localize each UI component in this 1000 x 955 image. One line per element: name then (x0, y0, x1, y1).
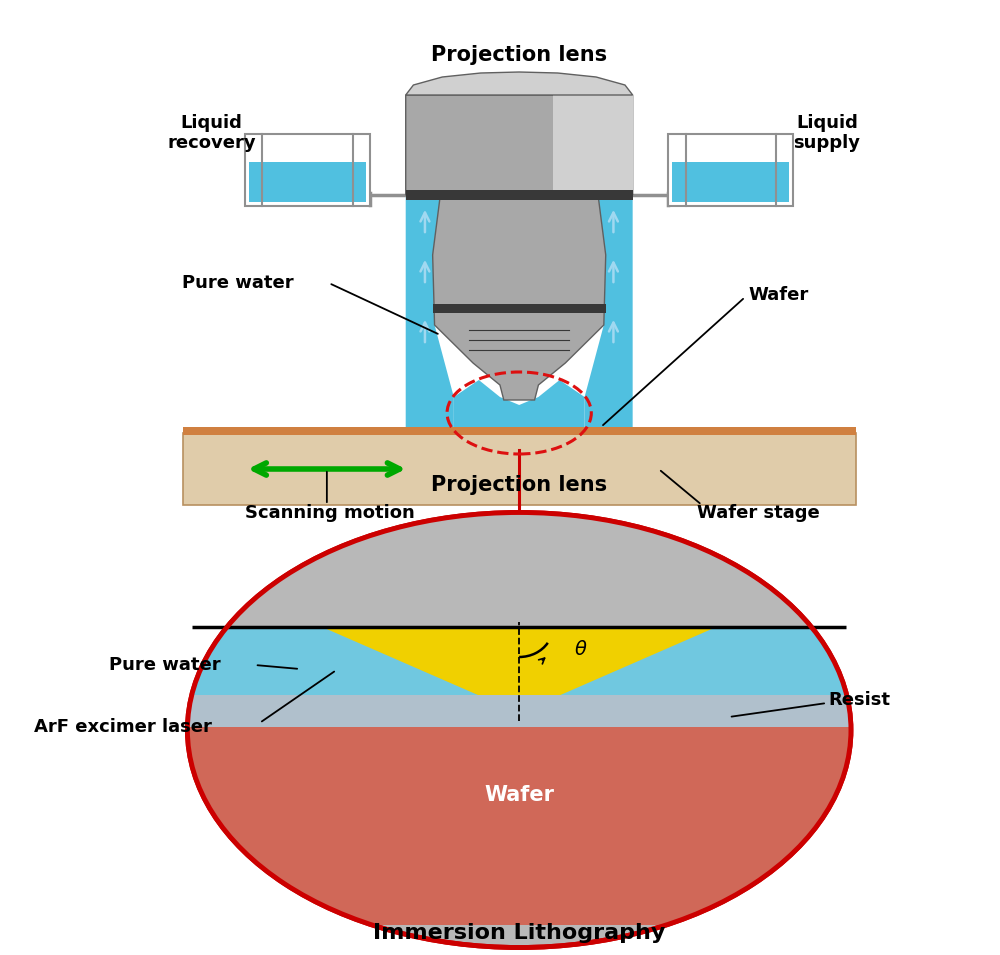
Polygon shape (322, 627, 716, 713)
Bar (163, 695, 875, 727)
Polygon shape (454, 380, 585, 427)
Bar (245, 134, 370, 206)
Bar (163, 430, 875, 627)
Bar (668, 134, 793, 206)
Bar (672, 162, 789, 202)
Text: $\theta$: $\theta$ (574, 640, 588, 659)
Text: Scanning motion: Scanning motion (245, 504, 415, 522)
Text: Resist: Resist (829, 691, 891, 709)
Text: Wafer: Wafer (748, 286, 808, 304)
Bar (183, 433, 856, 505)
Bar (433, 304, 606, 313)
Bar (183, 427, 856, 435)
Bar (406, 190, 633, 200)
Text: Liquid
recovery: Liquid recovery (167, 114, 256, 153)
Polygon shape (406, 95, 633, 400)
Text: Liquid
supply: Liquid supply (793, 114, 860, 153)
Text: Pure water: Pure water (109, 656, 221, 674)
Text: Immersion Lithography: Immersion Lithography (373, 923, 665, 943)
Text: Projection lens: Projection lens (431, 45, 607, 65)
Text: Projection lens: Projection lens (431, 475, 607, 495)
Polygon shape (553, 95, 633, 195)
Bar (249, 162, 366, 202)
Text: Wafer: Wafer (484, 785, 554, 805)
Polygon shape (585, 197, 633, 427)
Text: Pure water: Pure water (182, 274, 293, 292)
Text: Wafer stage: Wafer stage (697, 504, 820, 522)
Bar (163, 627, 875, 727)
Polygon shape (406, 72, 633, 95)
Text: ArF excimer laser: ArF excimer laser (34, 718, 211, 736)
Ellipse shape (187, 513, 851, 947)
Bar (163, 727, 875, 925)
Polygon shape (406, 197, 454, 427)
